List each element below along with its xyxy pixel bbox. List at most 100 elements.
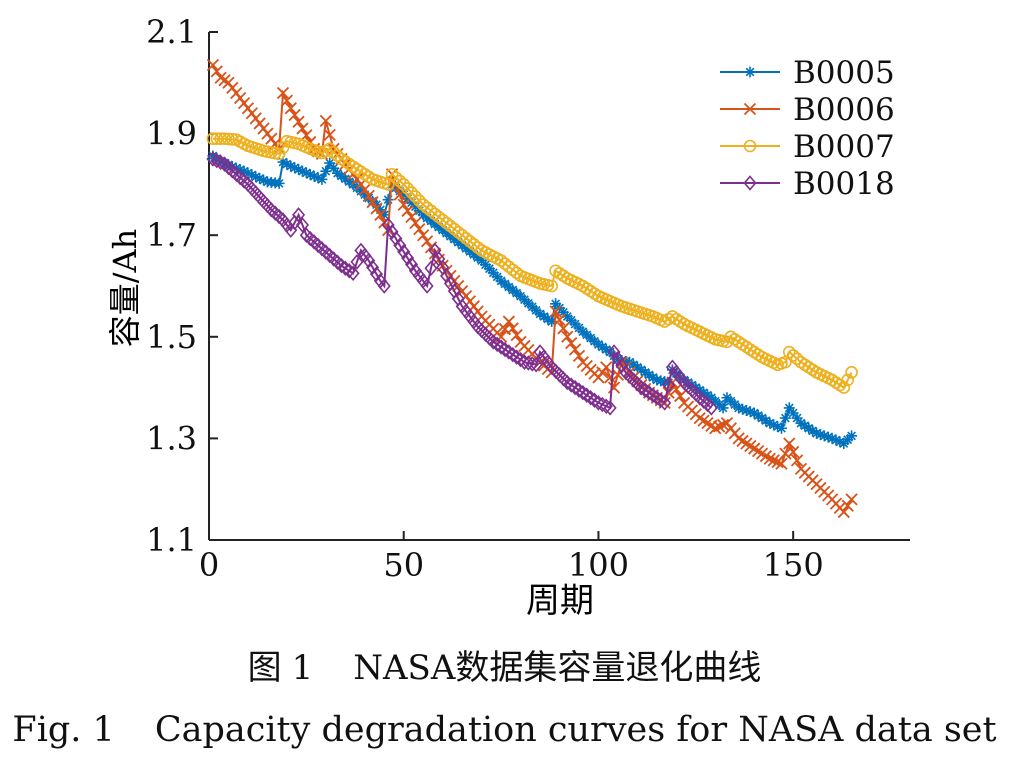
data-point [807, 425, 819, 437]
data-point [362, 189, 375, 202]
data-point [561, 310, 573, 322]
data-point [799, 420, 811, 432]
data-point [250, 171, 262, 183]
data-point [404, 256, 419, 273]
data-point [588, 392, 602, 409]
data-point [323, 142, 337, 156]
data-point [568, 343, 582, 356]
data-point [346, 265, 360, 282]
data-point [409, 190, 422, 203]
y-tick-label: 1.5 [146, 318, 197, 356]
data-point [459, 231, 473, 245]
data-point [568, 379, 582, 396]
data-point [603, 371, 617, 384]
data-point [553, 313, 566, 327]
data-point [327, 145, 340, 159]
y-tick-label: 1.3 [146, 419, 197, 457]
data-point [358, 183, 371, 196]
data-point [366, 259, 380, 276]
data-point [432, 210, 446, 224]
data-point [234, 164, 246, 176]
caption-title-en: Capacity degradation curves for NASA dat… [154, 710, 997, 750]
data-point [316, 173, 328, 185]
data-point [300, 167, 312, 179]
data-point [206, 151, 220, 167]
caption-fig-label-en: Fig. 1 [12, 710, 115, 750]
data-point [486, 334, 500, 350]
data-point [837, 505, 850, 519]
data-point [682, 377, 694, 389]
data-point [272, 147, 286, 161]
data-point [713, 420, 726, 433]
data-point [277, 156, 289, 168]
series-b0005 [207, 150, 858, 449]
data-point [767, 454, 780, 467]
data-point [402, 193, 414, 205]
data-point [783, 402, 795, 414]
data-point [506, 322, 519, 335]
data-point [756, 412, 768, 424]
data-point [580, 387, 594, 403]
legend-label: B0005 [793, 55, 895, 91]
data-point [211, 152, 223, 164]
data-point [401, 204, 414, 217]
data-point [564, 377, 578, 393]
x-tick-label: 50 [383, 546, 424, 584]
figure-caption-english: Fig. 1 Capacity degradation curves for NA… [0, 710, 1009, 750]
data-point [654, 392, 668, 409]
data-point [381, 217, 395, 233]
data-point [786, 349, 800, 362]
data-point [502, 260, 516, 273]
data-point [709, 422, 722, 435]
data-point [744, 406, 756, 418]
data-point [369, 266, 384, 282]
data-point [296, 122, 309, 135]
data-point [834, 436, 846, 448]
data-point [841, 499, 854, 512]
data-point [276, 86, 290, 100]
data-point [398, 189, 410, 201]
data-point [604, 346, 616, 358]
plot-area [206, 58, 858, 519]
data-point [498, 341, 512, 358]
data-point [651, 374, 663, 386]
data-point [659, 376, 671, 388]
data-point [638, 382, 652, 398]
data-point [631, 361, 643, 373]
data-point [783, 437, 796, 450]
figure-caption-chinese: 图 1 NASA数据集容量退化曲线 [0, 640, 1009, 689]
data-point [573, 322, 585, 334]
data-point [841, 373, 854, 387]
data-point [401, 182, 414, 195]
data-point [837, 381, 851, 394]
data-point [592, 338, 604, 350]
data-point [838, 437, 850, 449]
data-point [397, 243, 411, 260]
data-point [502, 344, 516, 360]
data-point [787, 407, 799, 419]
data-point [406, 197, 418, 209]
data-point [420, 201, 434, 215]
data-point [273, 177, 285, 189]
data-point [795, 417, 807, 429]
data-point [405, 210, 418, 224]
data-point [830, 434, 842, 446]
data-point [393, 174, 407, 188]
data-point [289, 162, 301, 174]
data-point [246, 169, 258, 181]
data-point [506, 263, 520, 277]
legend-marker [744, 66, 756, 78]
data-point [549, 305, 562, 318]
data-point [525, 356, 539, 372]
data-point [646, 387, 660, 403]
data-point [521, 355, 535, 371]
data-point [206, 58, 220, 72]
data-point [222, 132, 235, 146]
data-point [572, 349, 586, 362]
data-point [362, 252, 376, 269]
data-point [760, 415, 772, 427]
data-point [494, 254, 508, 267]
data-point [409, 216, 422, 230]
data-point [542, 313, 554, 325]
data-point [791, 412, 803, 424]
